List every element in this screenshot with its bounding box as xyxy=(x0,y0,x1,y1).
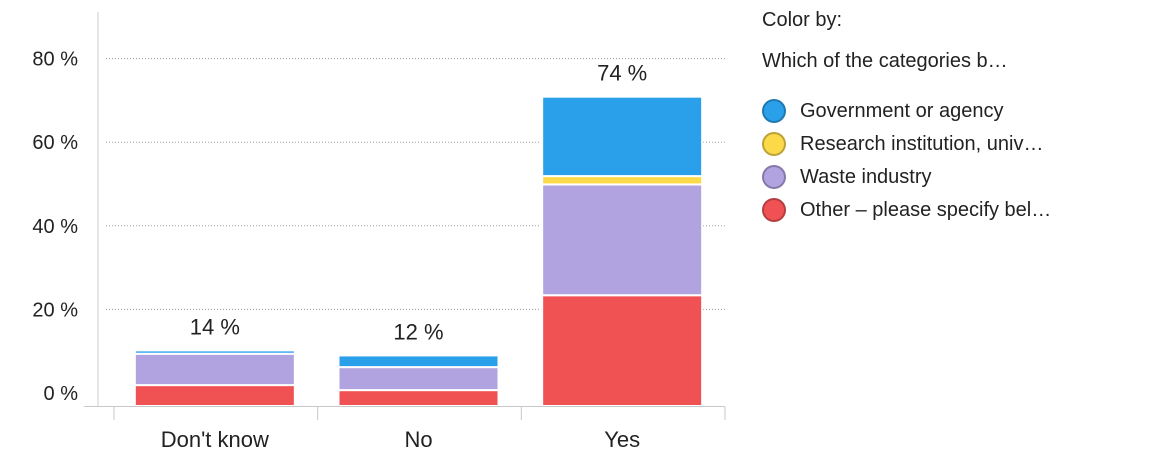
y-tick-label: 80 % xyxy=(32,49,78,71)
y-tick-label: 40 % xyxy=(32,216,78,238)
bar-segment xyxy=(541,175,704,186)
legend-label: Other – please specify bel… xyxy=(800,198,1052,221)
bar-segment xyxy=(133,349,296,355)
bar-segment xyxy=(337,366,500,392)
legend-item[interactable]: Other – please specify bel… xyxy=(762,194,1162,226)
legend-items: Government or agency Research institution… xyxy=(762,95,1162,226)
bar-segment xyxy=(337,389,500,407)
x-tick-label: No xyxy=(404,427,432,452)
bar-segment xyxy=(541,294,704,408)
y-tick-label: 60 % xyxy=(32,132,78,154)
bar-segment xyxy=(541,95,704,178)
bar-total-label: 74 % xyxy=(597,61,647,86)
bar-segment xyxy=(133,352,296,387)
stacked-bar-chart: 0 % 20 % 40 % 60 % 80 % Don't know No Yes 14 %… xyxy=(32,12,726,452)
y-tick-label: 0 % xyxy=(44,383,79,405)
legend-heading: Color by: xyxy=(762,9,843,31)
x-tick-label: Don't know xyxy=(161,427,269,452)
legend-label: Research institution, univ… xyxy=(800,132,1044,155)
legend: Color by: Which of the categories b… Gov… xyxy=(762,8,1162,227)
legend-swatch-icon xyxy=(762,132,786,156)
y-tick-label: 20 % xyxy=(32,299,78,321)
legend-label: Waste industry xyxy=(800,165,932,188)
legend-color-by-field[interactable]: Which of the categories b… xyxy=(762,50,1008,72)
legend-item[interactable]: Government or agency xyxy=(762,95,1162,127)
bar-total-label: 12 % xyxy=(393,319,443,344)
legend-item[interactable]: Research institution, univ… xyxy=(762,128,1162,160)
gridlines xyxy=(97,12,725,406)
bar-segment xyxy=(541,183,704,297)
bar-total-label: 14 % xyxy=(190,314,240,339)
y-axis: 0 % 20 % 40 % 60 % 80 % xyxy=(32,49,78,405)
legend-label: Government or agency xyxy=(800,99,1004,122)
legend-swatch-icon xyxy=(762,198,786,222)
total-labels: 14 % 12 % 74 % xyxy=(190,61,647,345)
bar-segment xyxy=(337,354,500,369)
legend-swatch-icon xyxy=(762,165,786,189)
x-tick-label: Yes xyxy=(604,427,640,452)
legend-swatch-icon xyxy=(762,99,786,123)
bars xyxy=(133,95,704,408)
bar-segment xyxy=(133,384,296,408)
x-axis: Don't know No Yes xyxy=(84,406,726,452)
legend-item[interactable]: Waste industry xyxy=(762,161,1162,193)
